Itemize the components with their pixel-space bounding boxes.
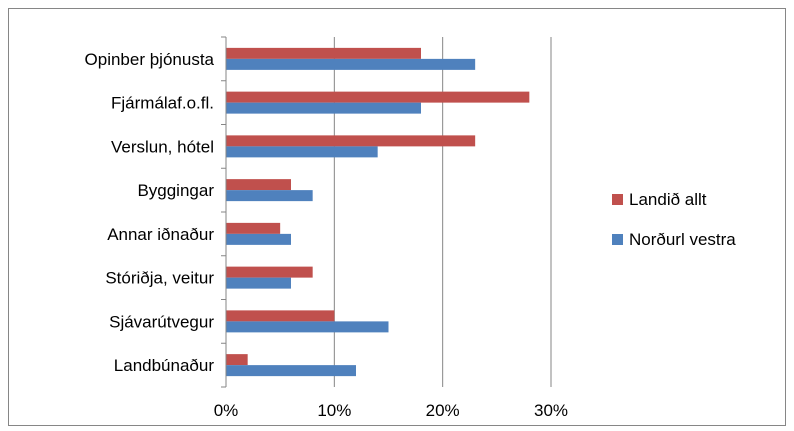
bar-chart: Opinber þjónusta Fjármálaf.o.fl. Verslun, … bbox=[85, 36, 736, 420]
category-label: Annar iðnaður bbox=[107, 225, 214, 244]
category-label: Landbúnaður bbox=[114, 356, 215, 375]
x-tick-label: 30% bbox=[534, 401, 568, 420]
category-label: Stóriðja, veitur bbox=[105, 269, 214, 288]
bar-landid-allt bbox=[226, 354, 248, 366]
legend-label: Landið allt bbox=[629, 190, 707, 209]
category-label: Sjávarútvegur bbox=[109, 312, 214, 331]
bar-landid-allt bbox=[226, 222, 281, 234]
legend-label: Norðurl vestra bbox=[629, 230, 736, 249]
bar-nordurl-vestra bbox=[226, 190, 313, 202]
bar-nordurl-vestra bbox=[226, 58, 476, 70]
category-label: Byggingar bbox=[137, 181, 214, 200]
bar-nordurl-vestra bbox=[226, 102, 421, 114]
bar-landid-allt bbox=[226, 266, 313, 278]
bar-landid-allt bbox=[226, 310, 335, 322]
bar-landid-allt bbox=[226, 135, 476, 147]
x-tick-label: 10% bbox=[317, 401, 351, 420]
legend-swatch bbox=[612, 234, 623, 245]
category-label: Verslun, hótel bbox=[111, 137, 214, 156]
bar-nordurl-vestra bbox=[226, 277, 291, 289]
chart-frame: Opinber þjónusta Fjármálaf.o.fl. Verslun, … bbox=[8, 8, 786, 426]
legend: Landið allt Norðurl vestra bbox=[612, 190, 736, 249]
bar-landid-allt bbox=[226, 179, 291, 191]
tick-labels: 0% 10% 20% 30% bbox=[214, 401, 568, 420]
bar-nordurl-vestra bbox=[226, 146, 378, 158]
bar-nordurl-vestra bbox=[226, 321, 389, 333]
bar-nordurl-vestra bbox=[226, 233, 291, 245]
gridlines bbox=[333, 37, 552, 387]
bar-landid-allt bbox=[226, 91, 530, 103]
axes bbox=[221, 36, 227, 388]
bar-nordurl-vestra bbox=[226, 365, 356, 377]
bars bbox=[226, 47, 530, 377]
legend-swatch bbox=[612, 194, 623, 205]
x-tick-label: 20% bbox=[426, 401, 460, 420]
x-tick-label: 0% bbox=[214, 401, 239, 420]
bar-landid-allt bbox=[226, 47, 421, 59]
category-label: Opinber þjónusta bbox=[85, 50, 215, 69]
category-labels: Opinber þjónusta Fjármálaf.o.fl. Verslun, … bbox=[85, 50, 215, 375]
category-label: Fjármálaf.o.fl. bbox=[111, 94, 214, 113]
